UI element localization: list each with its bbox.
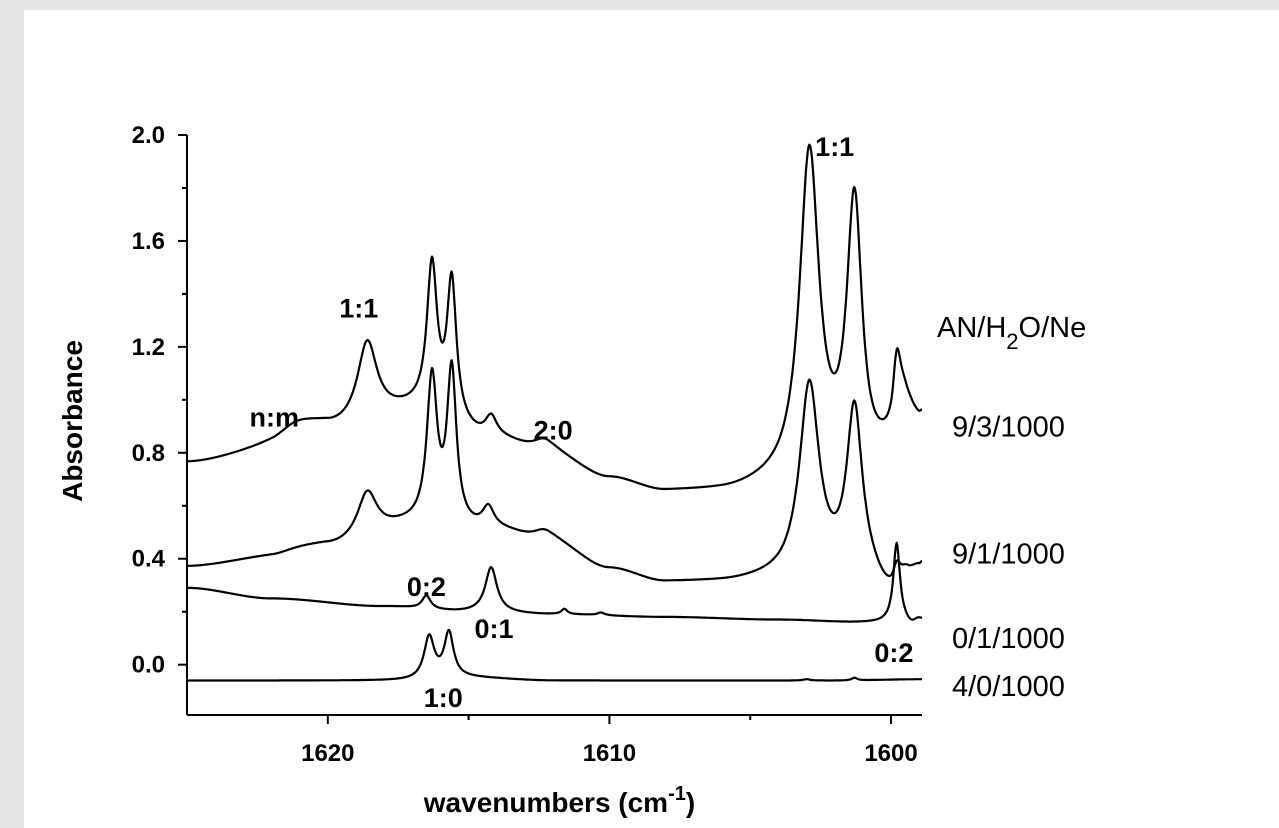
peak-label: 0:1 [474,614,513,644]
y-tick-label: 0.0 [132,652,165,679]
peak-annotations: n:m 1:1 2:0 1:1 0:2 0:1 1:0 0:2 [250,132,914,713]
x-axis-title-end: ) [686,787,695,818]
peak-label: n:m [250,402,300,432]
spectrum-line [186,359,923,582]
x-tick-label: 1610 [583,740,636,767]
x-tick-label: 1620 [301,740,354,767]
spectrum-line [186,143,923,491]
legend-title-subscript: 2 [1006,329,1018,354]
spectrum-line [186,541,923,623]
legend-entry: 9/3/1000 [952,411,1065,443]
peak-label: 0:2 [407,572,446,602]
spectra [186,143,923,682]
spectrum-chart: 0.0 0.4 0.8 1.2 1.6 2.0 1620 1610 1600 n:m 1:1 2:0… [57,122,1086,818]
peak-label: 1:0 [424,683,463,713]
legend-title: AN/H2O/Ne [937,312,1086,354]
y-tick-label: 0.4 [132,546,166,573]
y-axis-title: Absorbance [57,340,88,502]
y-tick-label: 0.8 [132,440,165,467]
legend-title-prefix: AN/H [937,312,1006,344]
legend-entry: 4/0/1000 [952,671,1065,703]
legend-entry: 9/1/1000 [952,538,1065,570]
x-axis-title-main: wavenumbers (cm [423,787,668,818]
x-axis-title: wavenumbers (cm-1) [423,783,695,818]
peak-label: 1:1 [815,132,854,162]
ticks: 0.0 0.4 0.8 1.2 1.6 2.0 1620 1610 1600 [132,122,918,767]
peak-label: 0:2 [874,638,913,668]
y-tick-label: 2.0 [132,122,165,149]
legend-title-suffix: O/Ne [1019,312,1087,344]
y-tick-label: 1.2 [132,334,165,361]
figure-page: 0.0 0.4 0.8 1.2 1.6 2.0 1620 1610 1600 n:m 1:1 2:0… [24,10,1279,828]
legend-entry: 0/1/1000 [952,623,1065,655]
peak-label: 1:1 [339,294,378,324]
x-axis-title-superscript: -1 [668,783,686,805]
x-tick-label: 1600 [864,740,917,767]
spectrum-line [186,628,923,682]
y-tick-label: 1.6 [132,228,165,255]
legend: AN/H2O/Ne 9/3/1000 9/1/1000 0/1/1000 4/0/10… [937,312,1086,703]
axes [186,135,922,716]
peak-label: 2:0 [534,416,573,446]
